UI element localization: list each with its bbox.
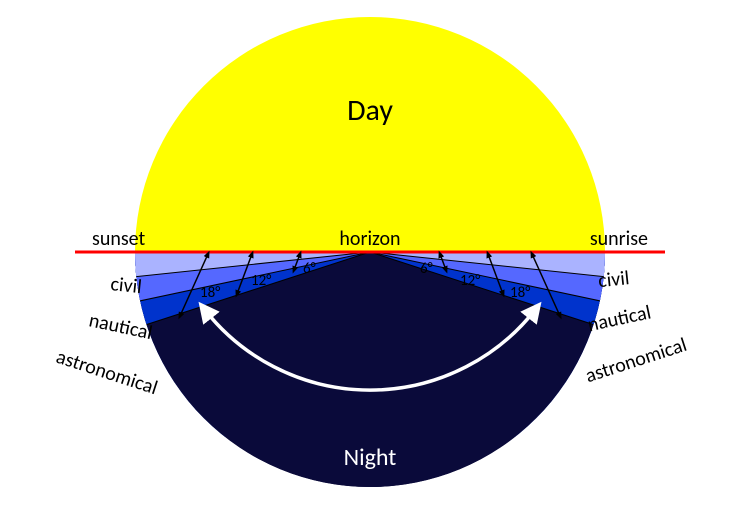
a18-right: 18°	[510, 284, 530, 302]
bands	[0, 0, 740, 518]
astronomical-left-label: astronomical	[53, 345, 160, 400]
astronomical-right-label: astronomical	[582, 333, 689, 388]
a18-left: 18°	[200, 284, 220, 302]
sunrise-label: sunrise	[590, 227, 648, 251]
day-label: Day	[347, 92, 393, 129]
civil-right-label: civil	[597, 266, 631, 293]
a12-right: 12°	[460, 272, 480, 290]
night-label: Night	[344, 443, 397, 472]
a6-left: 6°	[303, 260, 316, 278]
sunset-label: sunset	[92, 227, 146, 251]
horizon-label: horizon	[339, 227, 400, 251]
a12-left: 12°	[251, 272, 271, 290]
a6-right: 6°	[420, 260, 433, 278]
twilight-diagram: Day horizon sunset sunrise civil nautica…	[0, 0, 740, 518]
civil-left-label: civil	[109, 272, 143, 299]
